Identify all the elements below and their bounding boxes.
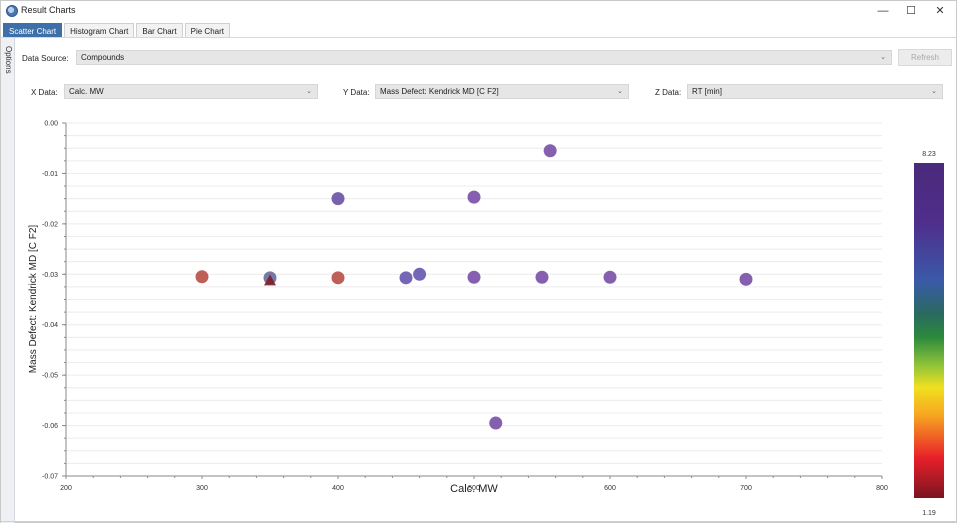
window-bottom-border (1, 521, 957, 522)
data-point[interactable] (603, 270, 617, 284)
y-data-select[interactable]: Mass Defect: Kendrick MD [C F2] ⌄ (375, 84, 629, 99)
data-source-value: Compounds (81, 53, 125, 62)
tab-divider (1, 37, 956, 38)
y-data-label: Y Data: (343, 88, 370, 97)
refresh-button[interactable]: Refresh (898, 49, 952, 66)
x-tick-label: 500 (468, 485, 480, 492)
x-axis-label: Calc. MW (450, 483, 498, 495)
y-tick-label: -0.07 (42, 474, 58, 481)
chart-points (195, 144, 753, 430)
y-tick-label: -0.04 (42, 322, 58, 329)
x-data-select[interactable]: Calc. MW ⌄ (64, 84, 318, 99)
options-side-panel[interactable]: Options (1, 38, 15, 523)
tab-scatter-chart[interactable]: Scatter Chart (3, 23, 63, 38)
y-tick-label: -0.06 (42, 423, 58, 430)
x-tick-label: 600 (604, 485, 616, 492)
data-point-triangle[interactable] (264, 274, 276, 286)
tab-histogram-chart[interactable]: Histogram Chart (64, 23, 135, 38)
chevron-down-icon: ⌄ (931, 88, 937, 95)
data-point[interactable] (413, 267, 427, 281)
data-point[interactable] (467, 190, 481, 204)
maximize-button[interactable]: ☐ (906, 5, 916, 17)
x-tick-label: 200 (60, 485, 72, 492)
data-point[interactable] (399, 271, 413, 285)
color-scale-min: 1.19 (922, 510, 936, 517)
tab-pie-chart[interactable]: Pie Chart (184, 23, 230, 38)
y-tick-label: -0.01 (42, 171, 58, 178)
x-data-value: Calc. MW (69, 87, 104, 96)
y-tick-label: -0.02 (42, 221, 58, 228)
close-button[interactable]: ✕ (935, 5, 945, 17)
z-data-value: RT [min] (692, 87, 722, 96)
data-point[interactable] (195, 270, 209, 284)
y-tick-label: -0.05 (42, 373, 58, 380)
x-tick-label: 700 (740, 485, 752, 492)
chart-tabs: Scatter Chart Histogram Chart Bar Chart … (3, 23, 230, 38)
chevron-down-icon: ⌄ (617, 88, 623, 95)
data-point[interactable] (331, 271, 345, 285)
y-axis-label: Mass Defect: Kendrick MD [C F2] (28, 225, 39, 374)
data-point[interactable] (535, 270, 549, 284)
data-source-label: Data Source: (22, 54, 69, 63)
x-tick-label: 300 (196, 485, 208, 492)
window-title: Result Charts (21, 5, 76, 15)
x-data-label: X Data: (31, 88, 58, 97)
chart-gridlines (66, 122, 882, 477)
chevron-down-icon: ⌄ (306, 88, 312, 95)
app-logo-icon (6, 5, 18, 17)
minimize-button[interactable]: — (877, 5, 889, 17)
data-point[interactable] (489, 416, 503, 430)
color-scale-bar (914, 163, 944, 498)
y-tick-label: -0.03 (42, 272, 58, 279)
data-source-select[interactable]: Compounds ⌄ (76, 50, 892, 65)
color-scale-max: 8.23 (922, 151, 936, 158)
data-point[interactable] (543, 144, 557, 158)
x-tick-label: 400 (332, 485, 344, 492)
y-data-value: Mass Defect: Kendrick MD [C F2] (380, 87, 499, 96)
data-point[interactable] (467, 270, 481, 284)
z-data-label: Z Data: (655, 88, 682, 97)
y-tick-label: 0.00 (44, 121, 58, 128)
chevron-down-icon: ⌄ (880, 54, 886, 61)
data-point[interactable] (739, 272, 753, 286)
chart-axes: 0.00 -0.01 -0.02 -0.03 -0.04 -0.05 -0.06 -0.072… (42, 121, 888, 493)
data-point[interactable] (331, 192, 345, 206)
x-tick-label: 800 (876, 485, 888, 492)
z-data-select[interactable]: RT [min] ⌄ (687, 84, 943, 99)
title-bar: Result Charts — ☐ ✕ (1, 1, 956, 21)
tab-bar-chart[interactable]: Bar Chart (136, 23, 183, 38)
